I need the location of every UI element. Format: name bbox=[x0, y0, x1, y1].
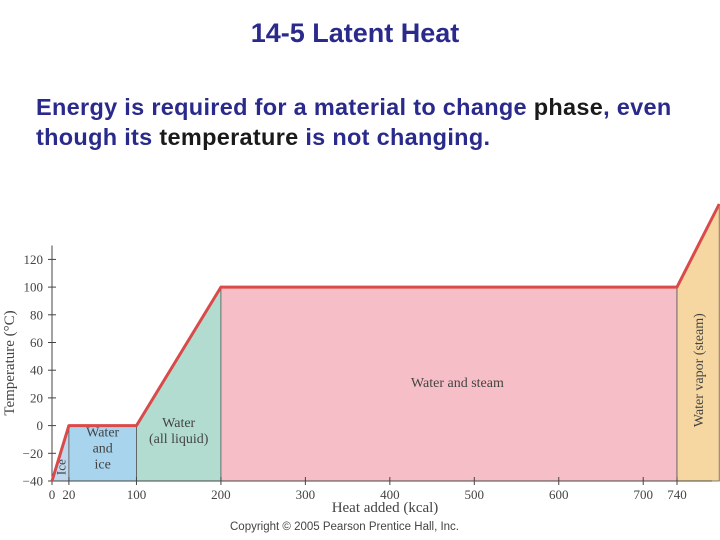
region-3 bbox=[136, 285, 222, 482]
y-tick-label: −40 bbox=[23, 474, 43, 489]
axes-layer: −40 −20 0 20 40 60 80 100 120 0 20 100 200 300 400 500 6… bbox=[23, 245, 712, 502]
region-label-2-line-3: ice bbox=[95, 458, 111, 473]
y-tick-label: 60 bbox=[30, 335, 43, 350]
heating-curve-line bbox=[50, 203, 720, 482]
body-text-part-3: , even though its bbox=[36, 94, 672, 150]
x-tick-label: 300 bbox=[296, 487, 316, 502]
copyright-notice: Copyright © 2005 Pearson Prentice Hall, … bbox=[230, 521, 460, 533]
y-tick-label: 0 bbox=[37, 418, 44, 433]
y-tick-label: 40 bbox=[30, 363, 43, 378]
heating-curve-chart: −40 −20 0 20 40 60 80 100 120 0 20 100 200 300 400 500 6… bbox=[2, 203, 720, 516]
body-text: Energy is required for a material to cha… bbox=[36, 92, 676, 152]
y-tick-label: 120 bbox=[24, 252, 44, 267]
body-text-phase: phase bbox=[533, 94, 604, 120]
line-layer bbox=[50, 203, 720, 482]
y-tick-label: 100 bbox=[24, 280, 44, 295]
region-label-2-line-1: Water bbox=[86, 426, 119, 441]
region-label-3-line-2: (all liquid) bbox=[149, 432, 209, 447]
x-tick-label: 0 bbox=[49, 487, 56, 502]
body-text-part-5: is not changing. bbox=[298, 124, 491, 150]
x-tick-label: 740 bbox=[667, 487, 687, 502]
region-label-3-line-1: Water bbox=[162, 416, 195, 431]
regions-layer bbox=[51, 203, 720, 482]
x-axis-label: Heat added (kcal) bbox=[332, 500, 439, 516]
region-label-4: Water and steam bbox=[411, 376, 504, 391]
x-tick-label: 500 bbox=[465, 487, 485, 502]
region-label-2-line-2: and bbox=[93, 442, 113, 457]
x-tick-label: 600 bbox=[549, 487, 569, 502]
y-tick-label: 80 bbox=[30, 307, 43, 322]
body-text-temperature: temperature bbox=[159, 124, 299, 150]
slide-title: 14-5 Latent Heat bbox=[250, 18, 460, 48]
y-tick-label: 20 bbox=[30, 390, 43, 405]
region-label-5: Water vapor (steam) bbox=[692, 313, 707, 427]
y-tick-label: −20 bbox=[23, 446, 43, 461]
x-tick-label: 200 bbox=[211, 487, 231, 502]
x-tick-label: 400 bbox=[380, 487, 400, 502]
body-text-part-1: Energy is required for a material to cha… bbox=[36, 94, 534, 120]
y-axis-label: Temperature (°C) bbox=[2, 310, 18, 415]
x-tick-label: 700 bbox=[633, 487, 653, 502]
region-label-1: Ice bbox=[53, 459, 68, 475]
x-tick-label: 20 bbox=[62, 487, 75, 502]
x-tick-label: 100 bbox=[127, 487, 147, 502]
